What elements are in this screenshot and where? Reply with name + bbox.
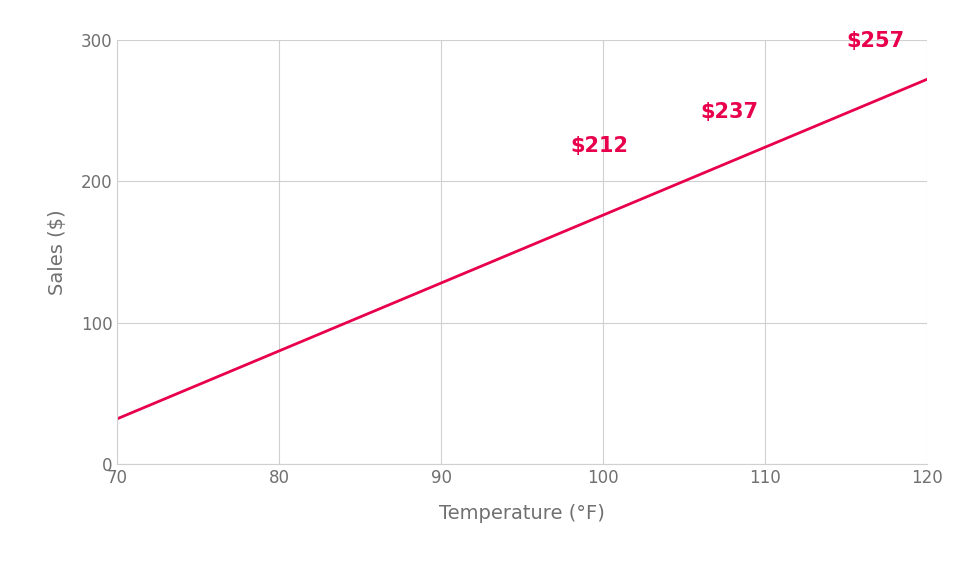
Y-axis label: Sales ($): Sales ($) <box>48 209 66 295</box>
Text: $212: $212 <box>571 136 629 156</box>
Text: $237: $237 <box>701 102 758 122</box>
X-axis label: Temperature (°F): Temperature (°F) <box>439 504 605 522</box>
Text: $257: $257 <box>846 31 905 51</box>
